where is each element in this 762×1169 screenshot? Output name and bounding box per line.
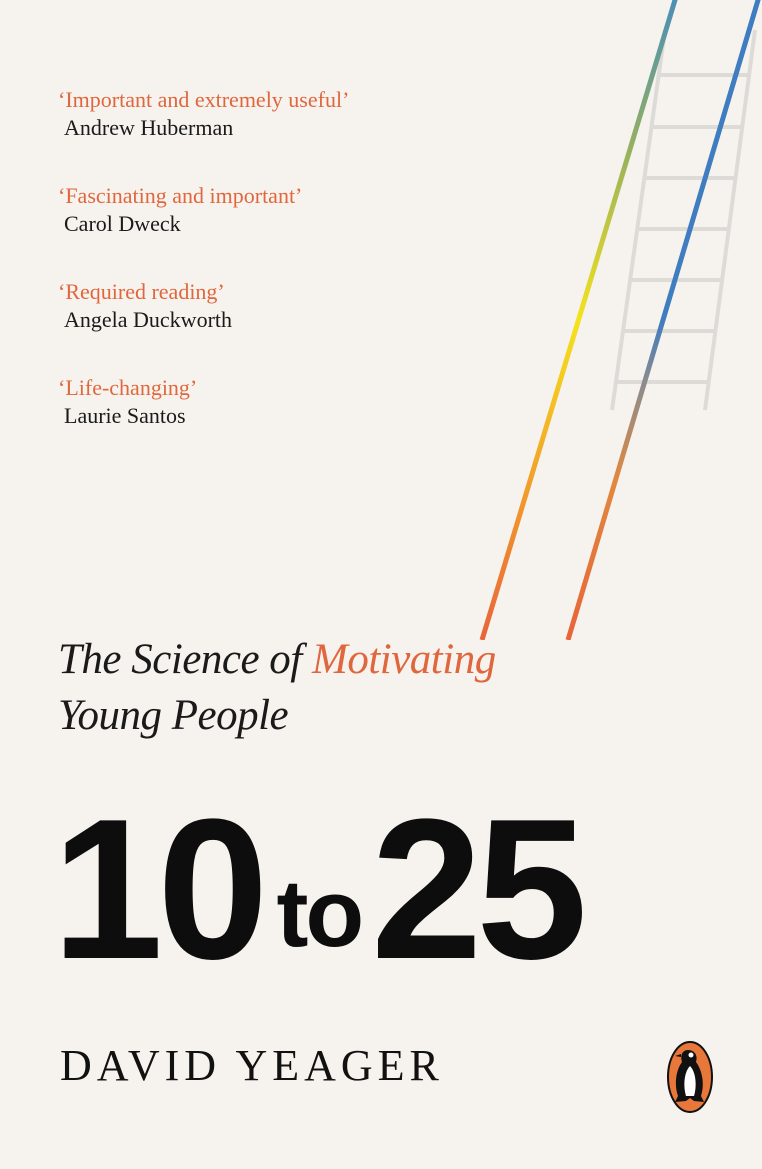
subtitle-pre: The Science of — [58, 636, 312, 683]
ladder-rungs — [501, 27, 750, 578]
quote-2: ‘Fascinating and important’ Carol Dweck — [58, 182, 302, 238]
subtitle-highlight: Motivating — [312, 636, 496, 683]
quote-author: Carol Dweck — [64, 211, 181, 236]
ladder-right-rail — [565, 0, 761, 640]
ladder-shadow — [610, 29, 757, 411]
penguin-icon — [667, 1041, 713, 1113]
ladder-illustration — [479, 0, 761, 640]
quote-3: ‘Required reading’ Angela Duckworth — [58, 278, 232, 334]
shadow-line — [610, 29, 667, 411]
quote-text: ‘Fascinating and important’ — [58, 183, 303, 208]
quote-1: ‘Important and extremely useful’ Andrew H… — [58, 86, 349, 142]
title-last: 25 — [371, 778, 587, 1001]
author-name: DAVID YEAGER — [60, 1041, 444, 1090]
quote-author: Andrew Huberman — [64, 115, 234, 140]
subtitle: The Science of Motivating Young People — [58, 632, 496, 744]
quote-author: Angela Duckworth — [64, 307, 233, 332]
title-middle: to — [276, 860, 364, 967]
subtitle-line2: Young People — [58, 692, 289, 739]
quote-4: ‘Life-changing’ Laurie Santos — [58, 374, 197, 430]
quote-text: ‘Required reading’ — [58, 279, 225, 304]
ladder-left-rail — [479, 0, 678, 640]
quote-text: ‘Important and extremely useful’ — [58, 87, 350, 112]
book-title: 10 to25 — [52, 790, 588, 990]
title-first: 10 — [52, 778, 268, 1001]
shadow-line — [703, 29, 757, 411]
quote-text: ‘Life-changing’ — [58, 375, 198, 400]
quote-author: Laurie Santos — [64, 403, 186, 428]
